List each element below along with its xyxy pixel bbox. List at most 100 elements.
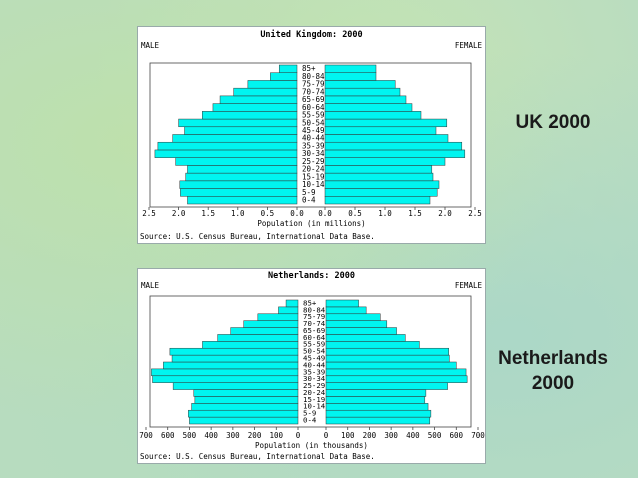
female-bar-85+ [324, 64, 377, 73]
tick-label-right: 1.5 [408, 209, 422, 218]
age-label-70-74: 70-74 [302, 87, 325, 96]
age-label-0-4: 0-4 [302, 196, 316, 205]
male-bar-35-39 [151, 368, 299, 377]
age-label-60-64: 60-64 [303, 333, 326, 342]
age-label-60-64: 60-64 [302, 103, 325, 112]
tick-label-right: 100 [341, 431, 355, 440]
male-bar-0-4 [189, 416, 299, 425]
age-label-40-44: 40-44 [303, 360, 326, 369]
female-bar-10-14 [324, 180, 440, 189]
female-bar-45-49 [325, 354, 450, 363]
male-bar-25-29 [172, 382, 299, 390]
female-bar-75-79 [325, 313, 381, 321]
tick-label-right: 600 [450, 431, 464, 440]
female-bar-35-39 [325, 368, 467, 377]
tick-label-left: 500 [183, 431, 197, 440]
tick-label-left: 1.5 [201, 209, 215, 218]
tick-label-right: 1.0 [378, 209, 392, 218]
female-bar-55-59 [325, 341, 420, 349]
tick-label-right: 300 [384, 431, 398, 440]
male-bar-30-34 [154, 149, 298, 158]
male-bar-45-49 [171, 354, 299, 363]
male-bar-45-49 [184, 126, 298, 135]
female-bar-75-79 [324, 80, 396, 89]
tick-label-left: 2.5 [142, 209, 156, 218]
female-bar-30-34 [324, 149, 466, 158]
male-bar-50-54 [169, 347, 299, 356]
male-bar-50-54 [178, 118, 298, 128]
age-label-5-9: 5-9 [303, 409, 316, 418]
age-label-10-14: 10-14 [303, 402, 326, 411]
age-label-75-79: 75-79 [303, 312, 325, 321]
male-bar-40-44 [163, 361, 299, 370]
female-bar-60-64 [324, 103, 413, 112]
female-bar-40-44 [324, 134, 449, 143]
male-bar-10-14 [191, 403, 299, 411]
male-bar-65-69 [230, 327, 299, 335]
age-label-35-39: 35-39 [303, 367, 325, 376]
female-bar-10-14 [325, 403, 429, 411]
female-bar-35-39 [324, 141, 463, 151]
age-label-70-74: 70-74 [303, 319, 326, 328]
age-label-10-14: 10-14 [302, 180, 325, 189]
male-label: MALE [141, 281, 160, 290]
x-axis-label: Population (in thousands) [255, 441, 368, 450]
tick-label-left: 0.0 [290, 209, 304, 218]
age-label-25-29: 25-29 [303, 381, 325, 390]
female-bar-50-54 [325, 347, 449, 356]
female-bar-5-9 [324, 188, 438, 197]
age-label-55-59: 55-59 [302, 111, 325, 120]
female-bar-15-19 [325, 396, 426, 404]
female-bar-70-74 [325, 320, 388, 328]
male-bar-35-39 [157, 141, 298, 151]
male-bar-15-19 [194, 396, 299, 404]
female-bar-30-34 [325, 375, 468, 383]
age-label-75-79: 75-79 [302, 80, 325, 89]
age-label-15-19: 15-19 [302, 172, 325, 181]
tick-label-right: 500 [428, 431, 442, 440]
age-label-80-84: 80-84 [302, 72, 325, 81]
male-bar-20-24 [193, 389, 299, 397]
female-bar-40-44 [325, 361, 457, 370]
tick-label-left: 400 [204, 431, 218, 440]
age-label-40-44: 40-44 [302, 134, 325, 143]
female-bar-25-29 [324, 157, 446, 166]
male-bar-55-59 [202, 111, 298, 120]
male-bar-70-74 [233, 87, 298, 97]
female-bar-70-74 [324, 87, 401, 97]
male-bar-10-14 [179, 180, 298, 189]
female-bar-20-24 [325, 389, 427, 397]
male-bar-25-29 [175, 157, 298, 166]
netherlands-population-pyramid: Netherlands: 2000 MALE FEMALE 0-4 5-9 10-14 15… [137, 268, 486, 464]
uk-chart-svg: United Kingdom: 2000 MALE FEMALE 0-45-910-1… [140, 29, 482, 241]
male-bar-75-79 [257, 313, 299, 321]
age-label-50-54: 50-54 [302, 118, 325, 127]
female-bar-80-84 [325, 306, 367, 315]
age-label-65-69: 65-69 [303, 326, 325, 335]
age-label-50-54: 50-54 [303, 347, 326, 356]
female-bar-80-84 [324, 72, 377, 81]
tick-label-left: 0.5 [261, 209, 275, 218]
tick-label-left: 300 [226, 431, 240, 440]
male-bar-80-84 [270, 72, 298, 81]
age-label-20-24: 20-24 [303, 388, 326, 397]
netherlands-chart-svg: Netherlands: 2000 MALE FEMALE 0-45-910-1415… [139, 271, 485, 461]
age-label-25-29: 25-29 [302, 157, 325, 166]
male-bar-5-9 [180, 188, 298, 197]
age-label-30-34: 30-34 [303, 374, 326, 383]
male-bar-5-9 [188, 409, 299, 418]
age-label-35-39: 35-39 [302, 141, 325, 150]
male-bar-85+ [278, 64, 298, 73]
female-bar-65-69 [324, 95, 407, 104]
female-label: FEMALE [455, 281, 483, 290]
female-bar-85+ [325, 299, 359, 308]
netherlands-side-label-line1: Netherlands [498, 348, 608, 369]
netherlands-side-label-line2: 2000 [531, 373, 575, 394]
female-bar-25-29 [325, 382, 448, 390]
source-note: Source: U.S. Census Bureau, Internationa… [140, 452, 375, 461]
female-bar-65-69 [325, 327, 397, 335]
female-bar-60-64 [325, 334, 406, 342]
male-bar-30-34 [152, 375, 299, 383]
female-bar-15-19 [324, 172, 434, 182]
age-label-80-84: 80-84 [303, 305, 326, 314]
